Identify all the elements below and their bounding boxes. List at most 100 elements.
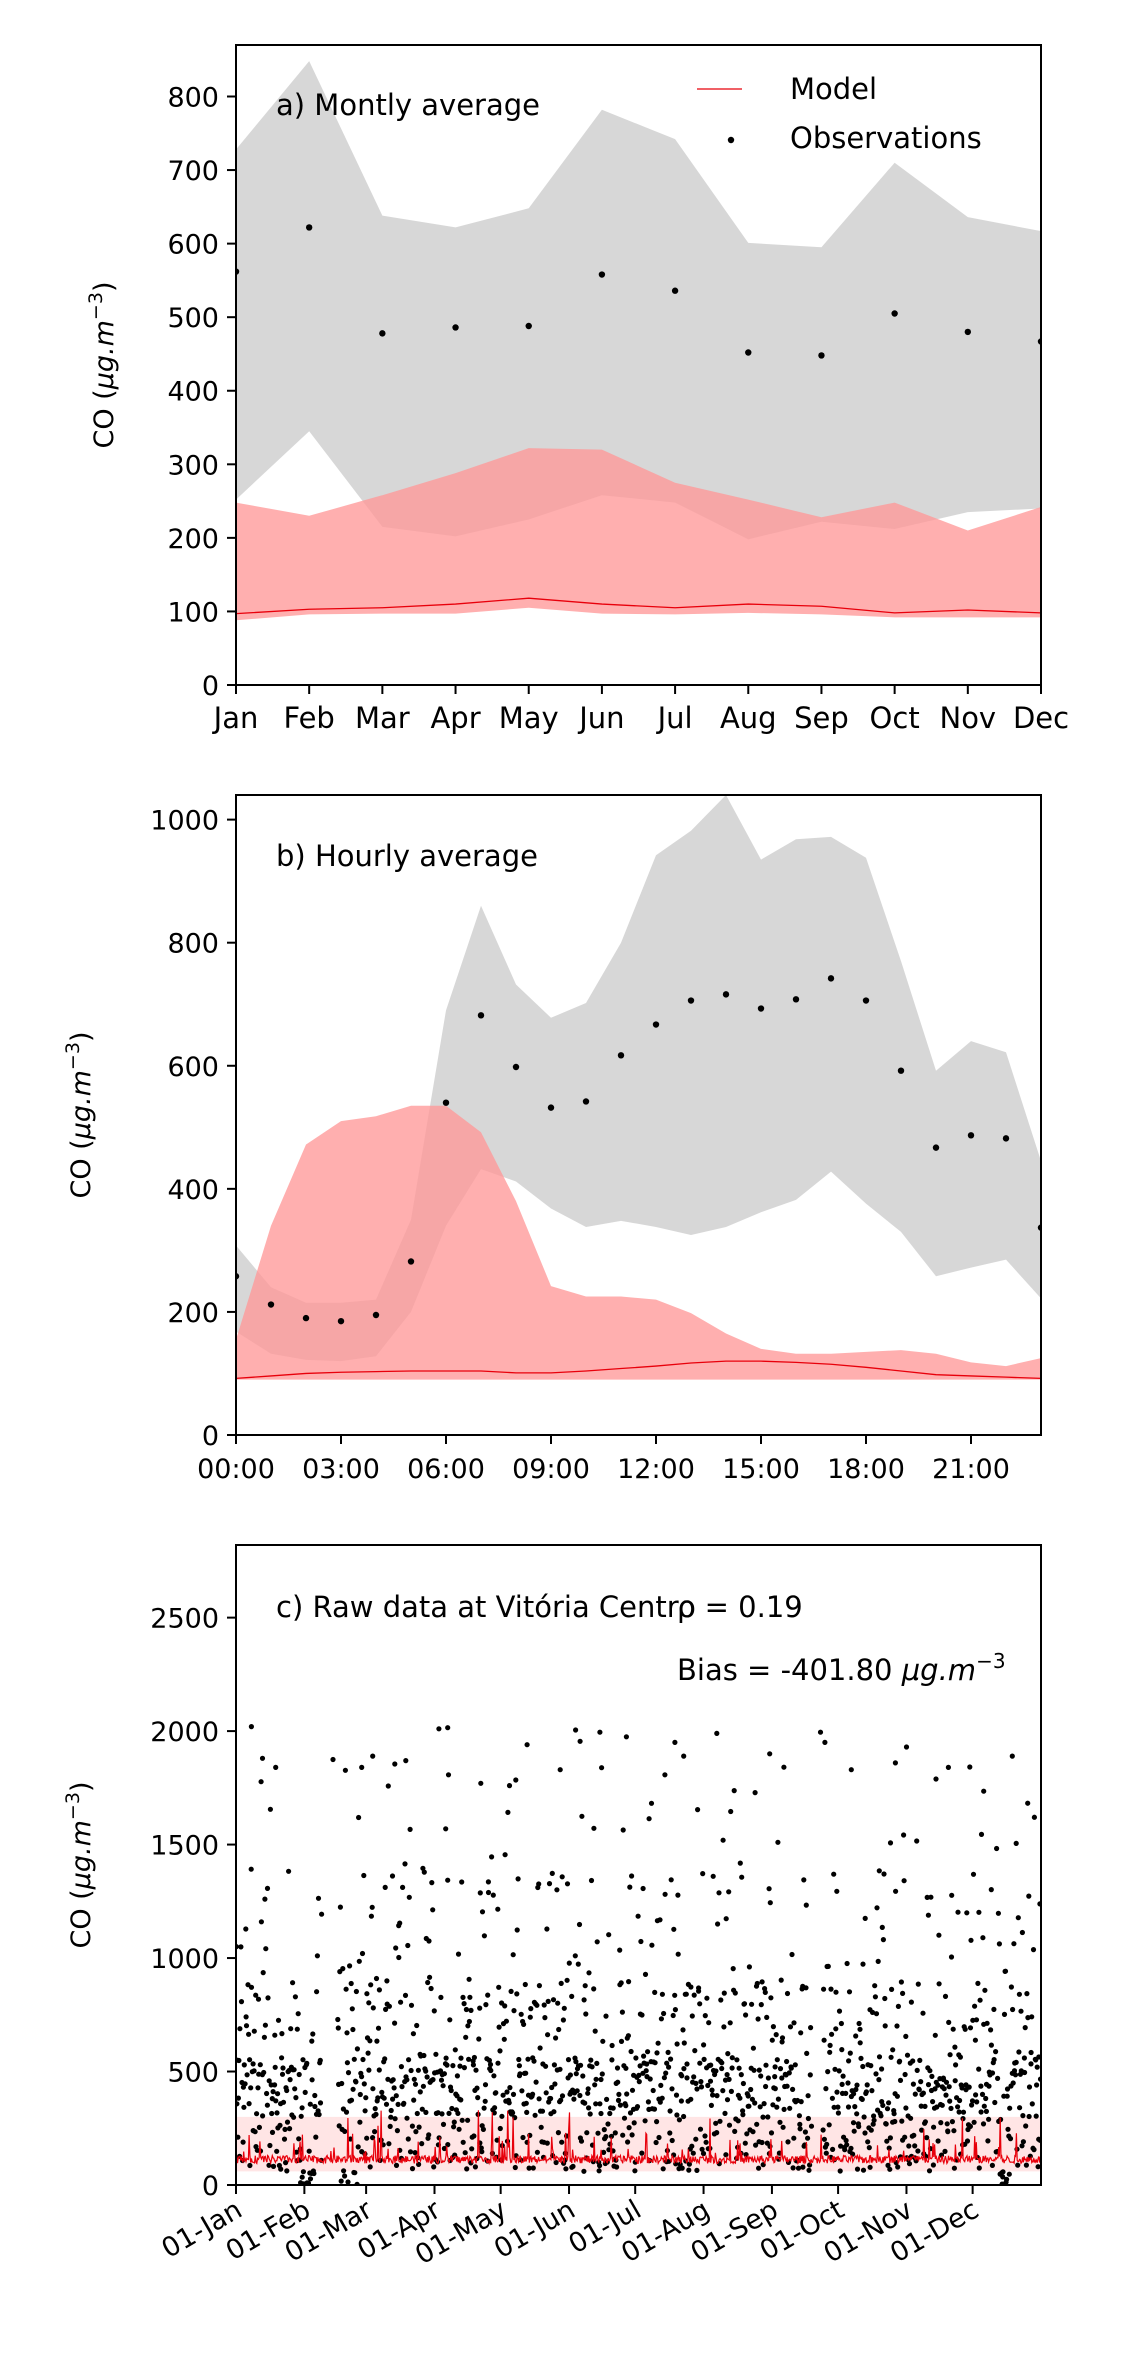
correlation-annotation: ρ = 0.19 [677, 1590, 803, 1624]
y-tick-label: 0 [202, 671, 219, 702]
observation-point [582, 1098, 590, 1105]
y-axis-ticks: 0 200 400 600 800 1000 [150, 806, 236, 1452]
y-axis-label: CO (μg.m−3) [62, 1782, 97, 1949]
observation-point [337, 1317, 345, 1325]
observation-point [617, 1052, 625, 1059]
plot-frame [235, 1544, 1042, 2186]
x-axis-ticks: Jan Feb Mar Apr May Jun Jul Aug Sep Oct Nov Dec [212, 685, 1069, 735]
observation-point [792, 996, 800, 1003]
y-tick-label: 800 [167, 82, 219, 113]
x-tick-label: 21:00 [932, 1454, 1010, 1485]
model-range-band [236, 1105, 1041, 1380]
y-tick-label: 800 [167, 929, 219, 960]
x-tick-label: Aug [720, 701, 777, 735]
y-tick-label: 600 [167, 230, 219, 261]
y-tick-label: 400 [167, 377, 219, 408]
observation-point [407, 1258, 415, 1265]
observation-point [827, 975, 835, 982]
observation-point [302, 1314, 310, 1322]
observation-point [267, 1301, 275, 1308]
observation-point [757, 1005, 765, 1012]
legend-observations-marker [727, 136, 735, 144]
y-tick-label: 0 [202, 2171, 219, 2202]
x-tick-label: Nov [940, 701, 997, 735]
observation-point [1002, 1135, 1010, 1142]
observation-point [964, 328, 972, 336]
x-axis-ticks: 00:00 03:00 06:00 09:00 12:00 15:00 18:00 21:00 [197, 1435, 1010, 1485]
y-tick-label: 700 [167, 156, 219, 187]
y-tick-label: 100 [167, 597, 219, 628]
y-tick-label: 200 [167, 524, 219, 555]
x-tick-label: May [499, 701, 559, 735]
x-tick-label: 12:00 [617, 1454, 695, 1485]
y-tick-label: 2000 [150, 1717, 219, 1748]
y-tick-label: 1000 [150, 1944, 219, 1975]
observations-range-band [236, 61, 1041, 540]
x-tick-label: Jan [212, 701, 259, 735]
y-tick-label: 1500 [150, 1831, 219, 1862]
x-tick-label: 15:00 [722, 1454, 800, 1485]
observation-point [818, 352, 825, 359]
observation-point [967, 1132, 975, 1139]
panel-label: a) Montly average [276, 88, 540, 122]
observation-point [891, 310, 898, 317]
x-tick-label: Feb [284, 701, 335, 735]
hourly-average-panel: 0 200 400 600 800 1000 00:00 03:00 06:00 09:00 12… [62, 794, 1042, 1485]
observation-point [512, 1063, 520, 1071]
x-tick-label: 09:00 [512, 1454, 590, 1485]
plot-frame [235, 44, 1042, 686]
monthly-average-panel: 0 100 200 300 400 500 600 700 800 Jan Feb Mar Apr Ma… [85, 44, 1069, 735]
x-tick-label: 00:00 [197, 1454, 275, 1485]
observation-point [671, 287, 679, 294]
panel-label: b) Hourly average [276, 839, 538, 873]
observation-point [477, 1012, 485, 1019]
model-line [236, 2110, 1041, 2166]
observation-point [372, 1311, 380, 1319]
x-tick-label: Dec [1013, 701, 1069, 735]
y-tick-label: 500 [167, 2058, 219, 2089]
observation-point [379, 330, 386, 337]
y-axis-ticks: 0 500 1000 1500 2000 2500 [150, 1604, 236, 2202]
observation-point [547, 1104, 555, 1111]
observation-point [897, 1067, 905, 1074]
y-tick-label: 500 [167, 303, 219, 334]
plot-frame [235, 794, 1042, 1436]
legend-model-label: Model [790, 72, 877, 106]
legend-observations-label: Observations [790, 121, 982, 155]
observation-point [525, 322, 532, 330]
x-tick-label: Jun [577, 701, 624, 735]
observation-point [598, 271, 606, 278]
observation-peak-points [248, 1723, 1015, 1794]
y-tick-label: 1000 [150, 806, 219, 837]
x-tick-label: Oct [870, 701, 920, 735]
x-tick-label: 03:00 [302, 1454, 380, 1485]
observation-point [687, 997, 695, 1004]
y-tick-label: 200 [167, 1298, 219, 1329]
observation-point [722, 991, 730, 998]
raw-data-panel: 0 500 1000 1500 2000 2500 01-Jan01-Feb01-Mar0… [62, 1544, 1042, 2271]
x-tick-label: Mar [355, 701, 410, 735]
x-tick-label: Sep [794, 701, 849, 735]
model-line [236, 597, 1041, 615]
observation-point [442, 1099, 450, 1106]
y-tick-label: 0 [202, 1421, 219, 1452]
observation-point [452, 324, 459, 331]
model-range-band [236, 448, 1041, 621]
x-tick-label: 06:00 [407, 1454, 485, 1485]
panel-label: c) Raw data at Vitória Centro [276, 1590, 696, 1624]
y-tick-label: 600 [167, 1052, 219, 1083]
y-axis-ticks: 0 100 200 300 400 500 600 700 800 [167, 82, 236, 702]
bias-annotation: Bias = -401.80 μg.m−3 [677, 1649, 1006, 1687]
x-tick-label: Jul [656, 701, 693, 735]
y-tick-label: 2500 [150, 1604, 219, 1635]
x-tick-label: 18:00 [827, 1454, 905, 1485]
observation-points [236, 224, 1041, 359]
y-axis-label: CO (μg.m−3) [62, 1032, 97, 1199]
y-tick-label: 300 [167, 450, 219, 481]
y-tick-label: 400 [167, 1175, 219, 1206]
observation-point [745, 349, 752, 356]
y-axis-label: CO (μg.m−3) [85, 282, 120, 449]
x-axis-ticks: 01-Jan01-Feb01-Mar01-Apr01-May01-Jun01-J… [156, 2185, 984, 2271]
observation-point [305, 224, 313, 231]
